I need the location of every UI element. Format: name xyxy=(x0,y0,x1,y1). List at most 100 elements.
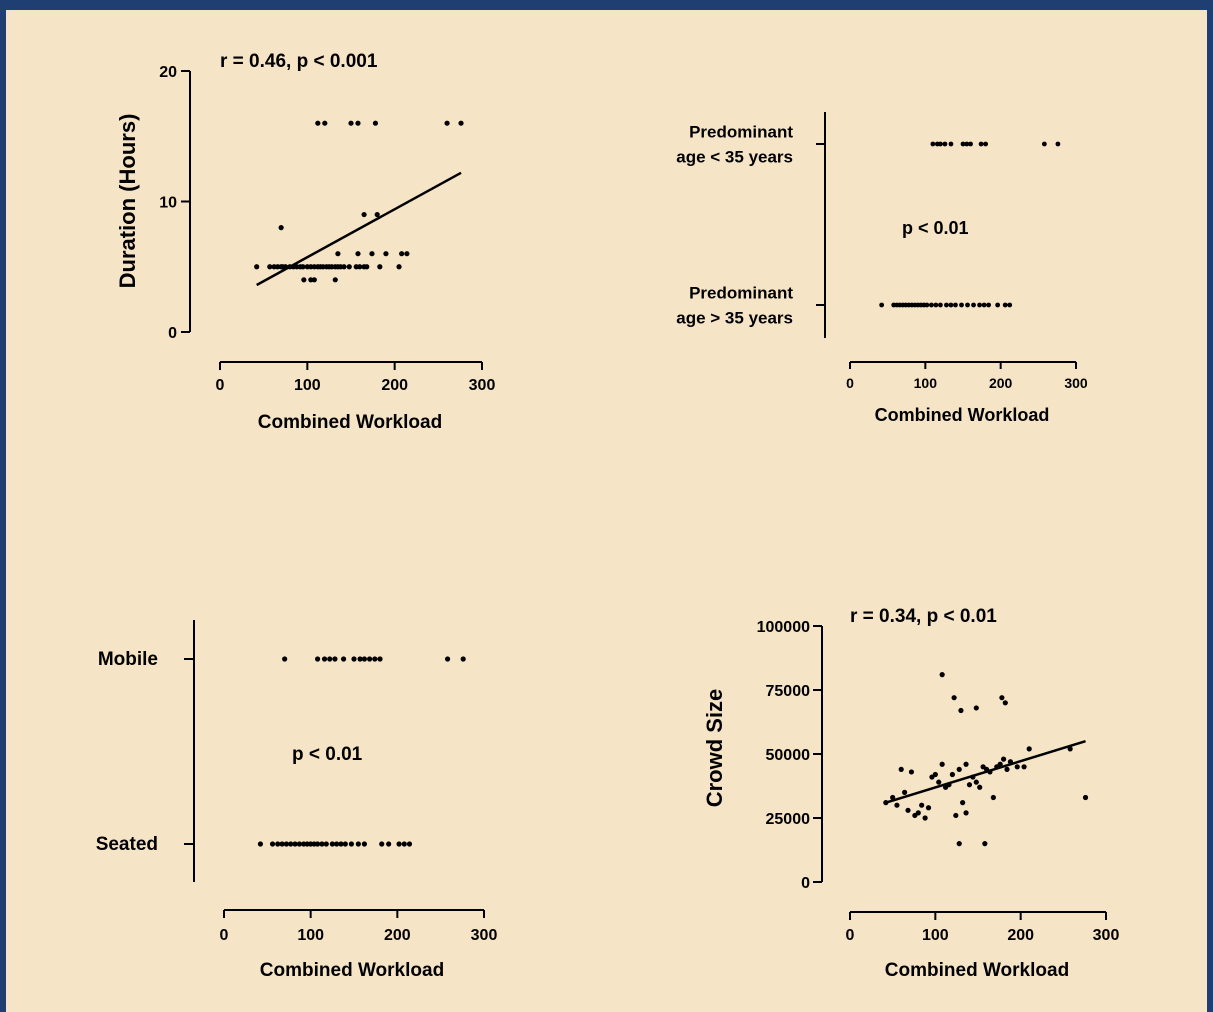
data-point xyxy=(894,802,900,808)
data-point xyxy=(1055,141,1061,147)
top-bar xyxy=(0,0,1213,10)
data-point xyxy=(981,302,987,308)
crowd-x-label: Combined Workload xyxy=(885,960,1069,981)
data-point xyxy=(948,141,954,147)
data-point xyxy=(386,841,392,847)
data-point xyxy=(341,656,347,662)
data-point xyxy=(963,761,969,767)
data-point xyxy=(323,841,329,847)
data-point xyxy=(956,841,962,847)
data-point xyxy=(332,277,338,283)
data-point xyxy=(1002,302,1008,308)
data-point xyxy=(342,841,348,847)
x-tick-label: 300 xyxy=(1064,375,1088,391)
data-point xyxy=(361,841,367,847)
data-point xyxy=(279,841,285,847)
data-point xyxy=(902,789,908,796)
y-tick-label: 0 xyxy=(801,875,810,892)
data-point xyxy=(315,120,321,126)
data-point xyxy=(964,141,970,147)
data-point xyxy=(933,302,939,308)
y-tick-label: 50000 xyxy=(766,747,811,764)
data-point xyxy=(361,211,367,218)
data-point xyxy=(983,141,988,147)
duration-y-label: Duration (Hours) xyxy=(115,114,140,289)
data-point xyxy=(939,672,945,678)
seating-annotation: p < 0.01 xyxy=(292,744,363,765)
y-category-label: Seated xyxy=(96,834,158,855)
panel-duration: r = 0.46, p < 0.001 Duration (Hours) Com… xyxy=(115,51,495,433)
data-point xyxy=(997,761,1003,767)
data-point xyxy=(932,771,938,778)
duration-title: r = 0.46, p < 0.001 xyxy=(220,51,378,72)
data-point xyxy=(357,656,363,662)
data-point xyxy=(973,705,979,711)
data-point xyxy=(898,766,904,772)
data-point xyxy=(905,807,911,813)
data-point xyxy=(444,120,450,126)
data-point xyxy=(335,251,341,257)
x-tick-label: 300 xyxy=(1093,927,1120,944)
x-tick-label: 200 xyxy=(381,377,408,394)
crowd-y-label: Crowd Size xyxy=(702,689,727,808)
data-point xyxy=(377,656,383,662)
y-category-label: age < 35 years xyxy=(676,148,793,167)
data-point xyxy=(1001,756,1007,762)
data-point xyxy=(348,120,354,126)
x-tick-label: 100 xyxy=(294,377,321,394)
data-point xyxy=(257,841,263,847)
data-point xyxy=(322,120,328,126)
data-point xyxy=(936,779,942,785)
panel-seating: p < 0.01 Combined Workload 0 100 200 300 Sea… xyxy=(96,620,497,981)
panel-age: p < 0.01 Combined Workload 0 100 200 300 Pre… xyxy=(676,112,1088,425)
data-point xyxy=(982,841,988,847)
x-tick-label: 200 xyxy=(1007,927,1034,944)
data-point xyxy=(958,707,964,714)
data-point xyxy=(963,810,969,816)
data-point xyxy=(372,120,379,126)
data-point xyxy=(999,695,1005,701)
data-point xyxy=(351,656,357,662)
x-tick-label: 200 xyxy=(989,375,1013,391)
data-point xyxy=(968,141,973,147)
data-point xyxy=(364,264,370,270)
data-point xyxy=(948,302,954,308)
data-point xyxy=(282,656,288,662)
data-point xyxy=(925,805,932,811)
y-tick-label: 100000 xyxy=(757,619,810,636)
data-point xyxy=(1082,794,1089,801)
data-point xyxy=(296,841,302,847)
x-tick-label: 200 xyxy=(384,927,411,944)
data-point xyxy=(1014,764,1020,770)
data-point xyxy=(938,141,943,147)
data-point xyxy=(971,302,976,308)
data-point xyxy=(267,264,273,270)
data-point xyxy=(458,120,464,126)
duration-x-label: Combined Workload xyxy=(258,412,442,433)
data-point xyxy=(956,766,962,772)
data-point xyxy=(919,802,925,808)
data-point xyxy=(922,815,928,821)
data-point xyxy=(396,264,402,270)
data-point xyxy=(374,211,380,218)
data-point xyxy=(361,656,367,662)
data-point xyxy=(1041,141,1047,147)
data-point xyxy=(283,841,289,847)
data-point xyxy=(995,302,1001,308)
data-point xyxy=(445,656,451,662)
data-point xyxy=(928,302,934,308)
data-point xyxy=(973,779,979,785)
data-point xyxy=(319,841,325,847)
data-point xyxy=(908,769,915,775)
data-point xyxy=(254,264,260,270)
seating-marks: 0 100 200 300 Seated Mobile xyxy=(96,620,497,944)
age-x-label: Combined Workload xyxy=(875,405,1050,425)
data-point xyxy=(953,302,958,308)
data-point xyxy=(369,251,375,257)
x-tick-label: 100 xyxy=(914,375,938,391)
seating-x-label: Combined Workload xyxy=(260,960,444,981)
y-tick-label: 75000 xyxy=(766,683,811,700)
y-category-label: Predominant xyxy=(689,284,793,303)
data-point xyxy=(321,656,328,662)
data-point xyxy=(338,841,344,847)
